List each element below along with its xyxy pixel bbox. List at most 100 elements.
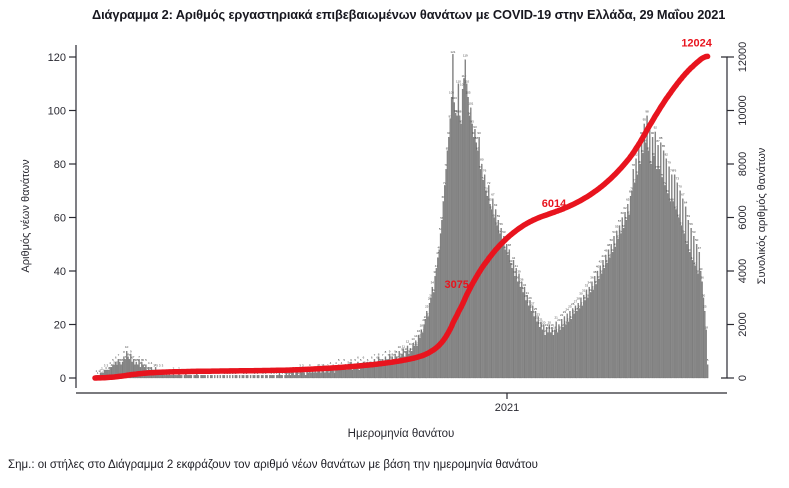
bar-value-label: 1 bbox=[276, 371, 278, 375]
bar-value-label: 3 bbox=[107, 364, 109, 368]
daily-deaths-bar bbox=[365, 367, 367, 379]
daily-deaths-bar bbox=[510, 262, 512, 379]
daily-deaths-bar bbox=[444, 185, 446, 379]
bar-value-label: 54 bbox=[498, 229, 502, 233]
daily-deaths-bar bbox=[284, 375, 286, 379]
bar-value-label: 12 bbox=[413, 342, 417, 346]
daily-deaths-bar bbox=[565, 324, 567, 379]
daily-deaths-bar bbox=[464, 59, 466, 379]
daily-deaths-bar bbox=[631, 190, 633, 379]
bar-value-label: 19 bbox=[550, 323, 554, 327]
daily-deaths-bar bbox=[134, 364, 136, 379]
bar-value-label: 2 bbox=[173, 366, 175, 370]
daily-deaths-bar bbox=[643, 123, 645, 379]
bar-value-label: 67 bbox=[681, 192, 685, 196]
daily-deaths-bar bbox=[313, 372, 315, 379]
bar-value-label: 41 bbox=[510, 262, 514, 266]
daily-deaths-bar bbox=[181, 375, 183, 379]
bar-value-label: 85 bbox=[647, 146, 651, 150]
daily-deaths-bar bbox=[459, 115, 461, 379]
daily-deaths-bar bbox=[541, 329, 544, 379]
bar-value-label: 5 bbox=[343, 358, 345, 362]
daily-deaths-bar bbox=[638, 147, 640, 379]
daily-deaths-bar bbox=[203, 375, 205, 379]
bar-value-label: 8 bbox=[123, 350, 125, 354]
bar-value-label: 10 bbox=[125, 345, 129, 349]
bar-value-label: 41 bbox=[435, 264, 439, 268]
bar-value-label: 40 bbox=[596, 265, 600, 269]
daily-deaths-bar bbox=[296, 372, 299, 379]
bar-value-label: 1 bbox=[290, 371, 292, 375]
daily-deaths-bar bbox=[187, 375, 190, 379]
daily-deaths-bar bbox=[441, 220, 443, 379]
daily-deaths-bar bbox=[592, 289, 595, 379]
bar-value-label: 105 bbox=[449, 91, 454, 95]
bar-value-label: 33 bbox=[592, 286, 596, 290]
bar-value-label: 34 bbox=[588, 281, 592, 285]
bar-value-label: 4 bbox=[330, 361, 332, 365]
daily-deaths-bar bbox=[427, 316, 429, 379]
daily-deaths-bar bbox=[339, 369, 341, 379]
daily-deaths-bar bbox=[201, 375, 204, 379]
bar-value-label: 98 bbox=[645, 109, 649, 113]
daily-deaths-bar bbox=[505, 244, 508, 379]
bar-value-label: 68 bbox=[486, 190, 490, 194]
bar-value-label: 27 bbox=[527, 299, 531, 303]
x-axis-title: Ημερομηνία θανάτου bbox=[348, 428, 455, 440]
bar-value-label: 44 bbox=[601, 254, 605, 258]
daily-deaths-bar bbox=[466, 83, 468, 379]
bar-value-label: 6 bbox=[350, 358, 352, 362]
bar-value-label: 108 bbox=[460, 83, 465, 87]
daily-deaths-bar bbox=[189, 375, 191, 379]
bar-value-label: 7 bbox=[138, 355, 140, 359]
bar-value-label: 25 bbox=[425, 305, 429, 309]
bar-value-label: 7 bbox=[118, 353, 120, 357]
bar-value-label: 22 bbox=[560, 313, 564, 317]
daily-deaths-bar bbox=[295, 372, 297, 379]
daily-deaths-bar bbox=[530, 311, 533, 379]
bar-value-label: 12 bbox=[406, 340, 410, 344]
daily-deaths-bar bbox=[437, 257, 439, 379]
daily-deaths-bar bbox=[620, 233, 622, 379]
daily-deaths-bar bbox=[170, 375, 172, 379]
bar-value-label: 92 bbox=[654, 126, 658, 130]
daily-deaths-bar bbox=[280, 375, 282, 379]
bar-value-label: 5 bbox=[364, 360, 366, 364]
bar-value-label: 3 bbox=[104, 364, 106, 368]
daily-deaths-bar bbox=[628, 214, 630, 379]
bar-value-label: 6 bbox=[363, 356, 365, 360]
bar-value-label: 121 bbox=[450, 50, 455, 54]
daily-deaths-bar bbox=[650, 163, 652, 379]
daily-deaths-bar bbox=[394, 353, 396, 379]
bar-value-label: 56 bbox=[622, 224, 626, 228]
cumulative-deaths-line bbox=[92, 53, 711, 381]
bar-value-label: 25 bbox=[534, 307, 538, 311]
daily-deaths-bar bbox=[141, 361, 143, 379]
bar-value-label: 72 bbox=[663, 181, 667, 185]
y-left-tick-label: 120 bbox=[48, 52, 66, 64]
daily-deaths-bar bbox=[665, 158, 667, 379]
bar-value-label: 4 bbox=[155, 363, 157, 367]
bar-value-label: 30 bbox=[579, 291, 583, 295]
bar-value-label: 54 bbox=[683, 229, 687, 233]
bar-value-label: 6 bbox=[115, 356, 117, 360]
daily-deaths-bar bbox=[578, 308, 581, 379]
bar-value-label: 76 bbox=[483, 168, 487, 172]
daily-deaths-bar bbox=[640, 137, 643, 379]
bar-value-label: 70 bbox=[678, 184, 682, 188]
bar-value-label: 90 bbox=[477, 131, 481, 135]
daily-deaths-bar bbox=[625, 220, 628, 379]
daily-deaths-bar bbox=[562, 327, 564, 379]
bar-value-label: 4 bbox=[317, 363, 319, 367]
daily-deaths-bar bbox=[130, 353, 132, 379]
daily-deaths-bar bbox=[673, 174, 676, 379]
bar-value-label: 47 bbox=[698, 246, 702, 250]
daily-deaths-bar bbox=[570, 319, 572, 379]
bar-value-label: 10 bbox=[398, 345, 402, 349]
bar-value-label: 39 bbox=[600, 269, 604, 273]
daily-deaths-bar bbox=[682, 198, 684, 379]
daily-deaths-bar bbox=[661, 177, 663, 379]
bar-value-label: 65 bbox=[626, 198, 630, 202]
daily-deaths-bar bbox=[561, 319, 563, 379]
bar-value-label: 78 bbox=[632, 163, 636, 167]
